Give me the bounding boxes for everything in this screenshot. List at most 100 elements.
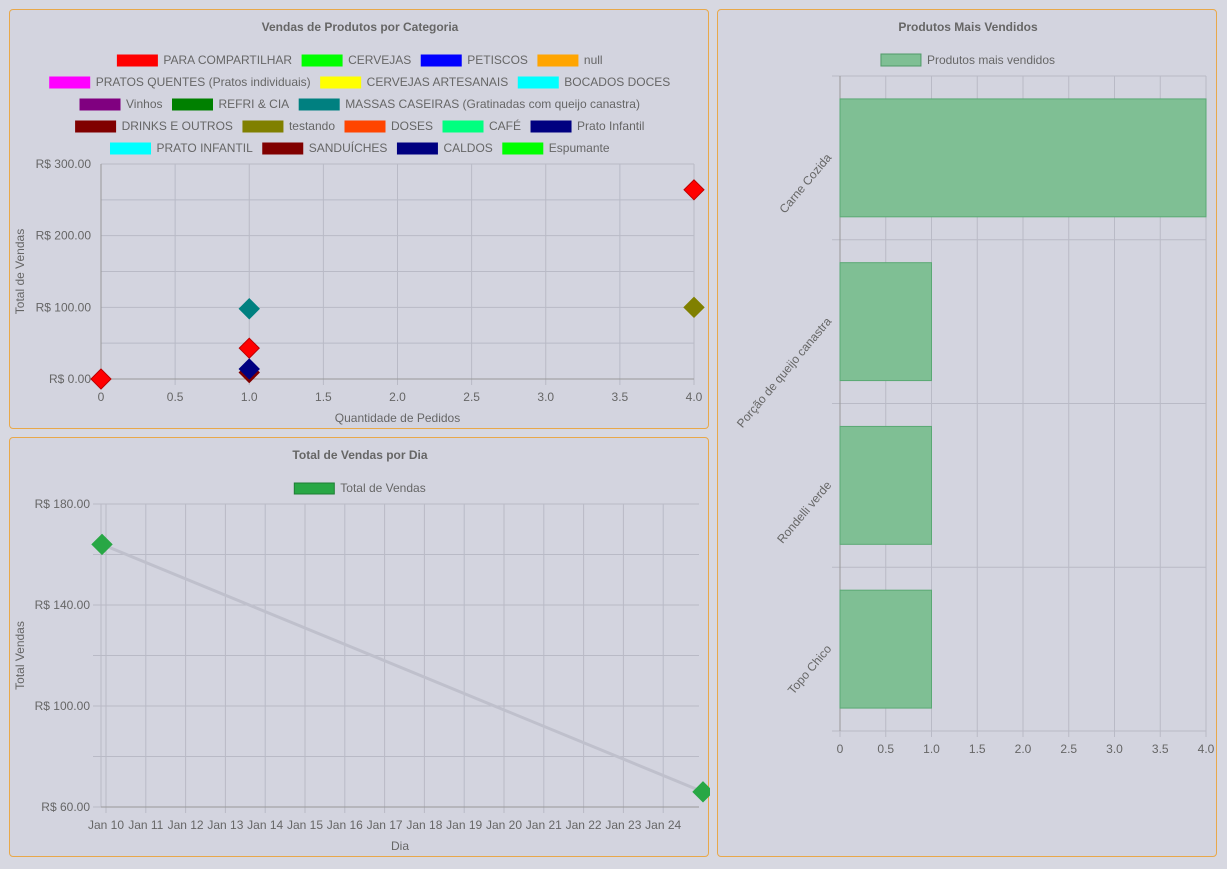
legend-swatch: [116, 54, 158, 67]
x-tick-label: Jan 24: [645, 818, 681, 832]
legend-label: null: [584, 53, 603, 67]
y-category-label: Topo Chico: [785, 642, 835, 697]
y-tick-label: R$ 200.00: [36, 229, 92, 243]
x-tick-label: Jan 22: [566, 818, 602, 832]
x-tick-label: Jan 21: [526, 818, 562, 832]
x-tick-label: Jan 12: [168, 818, 204, 832]
legend-label: Espumante: [549, 141, 610, 155]
x-tick-label: Jan 11: [128, 818, 163, 832]
legend-label: DOSES: [391, 119, 433, 133]
x-tick-label: 4.0: [1198, 742, 1215, 756]
x-tick-label: 1.5: [969, 742, 986, 756]
chart-title: Produtos Mais Vendidos: [898, 20, 1038, 34]
legend-swatch: [242, 120, 284, 133]
x-axis-title: Dia: [391, 839, 409, 853]
legend-label: Total de Vendas: [340, 481, 425, 495]
category-scatter-chart: Vendas de Produtos por Categoria PARA COM…: [13, 20, 705, 425]
legend-swatch: [517, 76, 559, 89]
legend-swatch: [49, 76, 91, 89]
bar: [839, 589, 932, 709]
x-tick-label: Jan 14: [247, 818, 283, 832]
legend-label: Vinhos: [126, 97, 162, 111]
scatter-point: [683, 179, 705, 201]
y-axis-title: Total de Vendas: [13, 229, 27, 314]
y-tick-label: R$ 60.00: [41, 800, 90, 814]
x-tick-label: 3.0: [537, 390, 554, 404]
x-tick-label: 3.5: [612, 390, 629, 404]
daily-sales-panel: Total de Vendas por Dia Total de Vendas Ja…: [9, 437, 710, 857]
x-axis-title: Quantidade de Pedidos: [335, 411, 460, 425]
x-tick-label: Jan 10: [88, 818, 124, 832]
legend-label: PARA COMPARTILHAR: [163, 53, 292, 67]
legend-label: Produtos mais vendidos: [927, 53, 1055, 67]
scatter-point: [683, 296, 705, 319]
x-tick-label: Jan 13: [207, 818, 243, 832]
scatter-point: [238, 358, 260, 380]
legend-label: BOCADOS DOCES: [564, 75, 670, 89]
legend-label: SANDUÍCHES: [309, 140, 388, 155]
legend-swatch: [320, 76, 362, 89]
legend-swatch: [396, 142, 438, 155]
legend-label: CERVEJAS: [348, 53, 411, 67]
legend-swatch: [502, 142, 544, 155]
legend-label: CALDOS: [443, 141, 492, 155]
x-tick-label: 2.5: [463, 390, 480, 404]
y-category-label: Carne Cozida: [776, 151, 834, 216]
line-point: [692, 781, 710, 803]
legend-label: testando: [289, 119, 335, 133]
x-tick-label: Jan 19: [446, 818, 482, 832]
x-tick-label: 1.0: [241, 390, 258, 404]
legend-swatch: [293, 482, 335, 495]
scatter-point: [238, 337, 260, 359]
x-tick-label: Jan 18: [406, 818, 442, 832]
top-products-bar-chart: Produtos Mais Vendidos Produtos mais vend…: [734, 20, 1215, 756]
y-tick-label: R$ 100.00: [35, 699, 91, 713]
legend-swatch: [79, 98, 121, 111]
x-tick-label: Jan 20: [486, 818, 522, 832]
y-category-label: Rondelli verde: [774, 478, 834, 546]
legend-swatch: [537, 54, 579, 67]
x-tick-label: 0.5: [167, 390, 184, 404]
legend-label: CERVEJAS ARTESANAIS: [367, 75, 509, 89]
legend-swatch: [442, 120, 484, 133]
legend-label: REFRI & CIA: [219, 97, 290, 111]
x-tick-label: 0: [837, 742, 844, 756]
scatter-point: [238, 298, 260, 320]
legend-label: Prato Infantil: [577, 119, 644, 133]
legend-swatch: [75, 120, 117, 133]
x-tick-label: 0: [98, 390, 105, 404]
x-tick-label: Jan 16: [327, 818, 363, 832]
legend-swatch: [262, 142, 304, 155]
legend-swatch: [298, 98, 340, 111]
bar: [839, 425, 932, 545]
chart-title: Total de Vendas por Dia: [292, 448, 427, 462]
legend-swatch: [172, 98, 213, 111]
legend-swatch: [420, 54, 462, 67]
y-axis-title: Total Vendas: [13, 621, 27, 690]
x-tick-label: 2.0: [1015, 742, 1032, 756]
x-tick-label: Jan 15: [287, 818, 323, 832]
legend-label: MASSAS CASEIRAS (Gratinadas com queijo c…: [345, 97, 640, 111]
scatter-point: [90, 368, 112, 390]
legend-label: PETISCOS: [467, 53, 528, 67]
x-tick-label: Jan 17: [367, 818, 403, 832]
top-products-panel: Produtos Mais Vendidos Produtos mais vend…: [717, 9, 1217, 857]
x-tick-label: 4.0: [686, 390, 703, 404]
x-tick-label: 0.5: [877, 742, 894, 756]
x-tick-label: 3.5: [1152, 742, 1169, 756]
x-tick-label: 1.0: [923, 742, 940, 756]
legend-swatch: [110, 142, 151, 155]
y-tick-label: R$ 100.00: [36, 300, 92, 314]
legend-swatch: [880, 53, 922, 67]
legend-label: DRINKS E OUTROS: [122, 119, 233, 133]
line-point: [91, 533, 113, 556]
legend-swatch: [301, 54, 343, 67]
y-category-label: Porção de queijo canastra: [734, 314, 835, 430]
x-tick-label: 3.0: [1106, 742, 1123, 756]
y-tick-label: R$ 0.00: [49, 372, 91, 386]
x-tick-label: Jan 23: [605, 818, 641, 832]
x-tick-label: 2.5: [1060, 742, 1077, 756]
series-line: [101, 543, 704, 794]
chart-title: Vendas de Produtos por Categoria: [262, 20, 459, 34]
bar: [839, 262, 932, 382]
